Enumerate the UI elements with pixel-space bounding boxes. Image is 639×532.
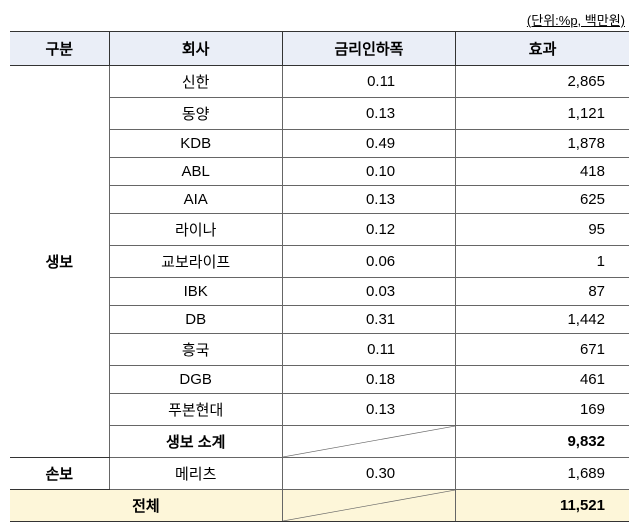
header-row: 구분 회사 금리인하폭 효과 bbox=[10, 32, 629, 66]
company-cell: 동양 bbox=[109, 98, 282, 130]
rate-cell: 0.13 bbox=[282, 98, 455, 130]
total-effect: 11,521 bbox=[456, 490, 629, 522]
effect-cell: 2,865 bbox=[456, 66, 629, 98]
company-cell: KDB bbox=[109, 130, 282, 158]
rate-cell: 0.10 bbox=[282, 158, 455, 186]
effect-cell: 1,442 bbox=[456, 306, 629, 334]
rate-cell: 0.13 bbox=[282, 394, 455, 426]
rate-cell: 0.06 bbox=[282, 246, 455, 278]
data-table: 구분 회사 금리인하폭 효과 생보신한0.112,865동양0.131,121K… bbox=[10, 31, 629, 522]
company-cell: ABL bbox=[109, 158, 282, 186]
company-cell: 흥국 bbox=[109, 334, 282, 366]
company-cell: DB bbox=[109, 306, 282, 334]
diagonal-cell bbox=[282, 490, 455, 522]
total-label: 전체 bbox=[10, 490, 282, 522]
company-cell: DGB bbox=[109, 366, 282, 394]
company-cell: 메리츠 bbox=[109, 458, 282, 490]
company-cell: 푸본현대 bbox=[109, 394, 282, 426]
company-cell: 교보라이프 bbox=[109, 246, 282, 278]
company-cell: 라이나 bbox=[109, 214, 282, 246]
effect-cell: 461 bbox=[456, 366, 629, 394]
rate-cell: 0.31 bbox=[282, 306, 455, 334]
effect-cell: 87 bbox=[456, 278, 629, 306]
rate-cell: 0.11 bbox=[282, 334, 455, 366]
rate-cell: 0.12 bbox=[282, 214, 455, 246]
effect-cell: 1,121 bbox=[456, 98, 629, 130]
subtotal-effect: 9,832 bbox=[456, 426, 629, 458]
rate-cell: 0.11 bbox=[282, 66, 455, 98]
effect-cell: 1 bbox=[456, 246, 629, 278]
rate-cell: 0.13 bbox=[282, 186, 455, 214]
effect-cell: 169 bbox=[456, 394, 629, 426]
effect-cell: 671 bbox=[456, 334, 629, 366]
header-company: 회사 bbox=[109, 32, 282, 66]
subtotal-label: 생보 소계 bbox=[109, 426, 282, 458]
header-rate: 금리인하폭 bbox=[282, 32, 455, 66]
effect-cell: 95 bbox=[456, 214, 629, 246]
total-row: 전체 11,521 bbox=[10, 490, 629, 522]
effect-cell: 625 bbox=[456, 186, 629, 214]
effect-cell: 1,878 bbox=[456, 130, 629, 158]
category-cell: 생보 bbox=[10, 66, 109, 458]
header-effect: 효과 bbox=[456, 32, 629, 66]
table-row: 손보메리츠0.301,689 bbox=[10, 458, 629, 490]
company-cell: 신한 bbox=[109, 66, 282, 98]
rate-cell: 0.18 bbox=[282, 366, 455, 394]
header-category: 구분 bbox=[10, 32, 109, 66]
effect-cell: 418 bbox=[456, 158, 629, 186]
diagonal-cell bbox=[282, 426, 455, 458]
company-cell: IBK bbox=[109, 278, 282, 306]
unit-note: (단위:%p, 백만원) bbox=[10, 10, 629, 29]
rate-cell: 0.30 bbox=[282, 458, 455, 490]
effect-cell: 1,689 bbox=[456, 458, 629, 490]
company-cell: AIA bbox=[109, 186, 282, 214]
table-row: 생보신한0.112,865 bbox=[10, 66, 629, 98]
rate-cell: 0.49 bbox=[282, 130, 455, 158]
rate-cell: 0.03 bbox=[282, 278, 455, 306]
category-cell: 손보 bbox=[10, 458, 109, 490]
